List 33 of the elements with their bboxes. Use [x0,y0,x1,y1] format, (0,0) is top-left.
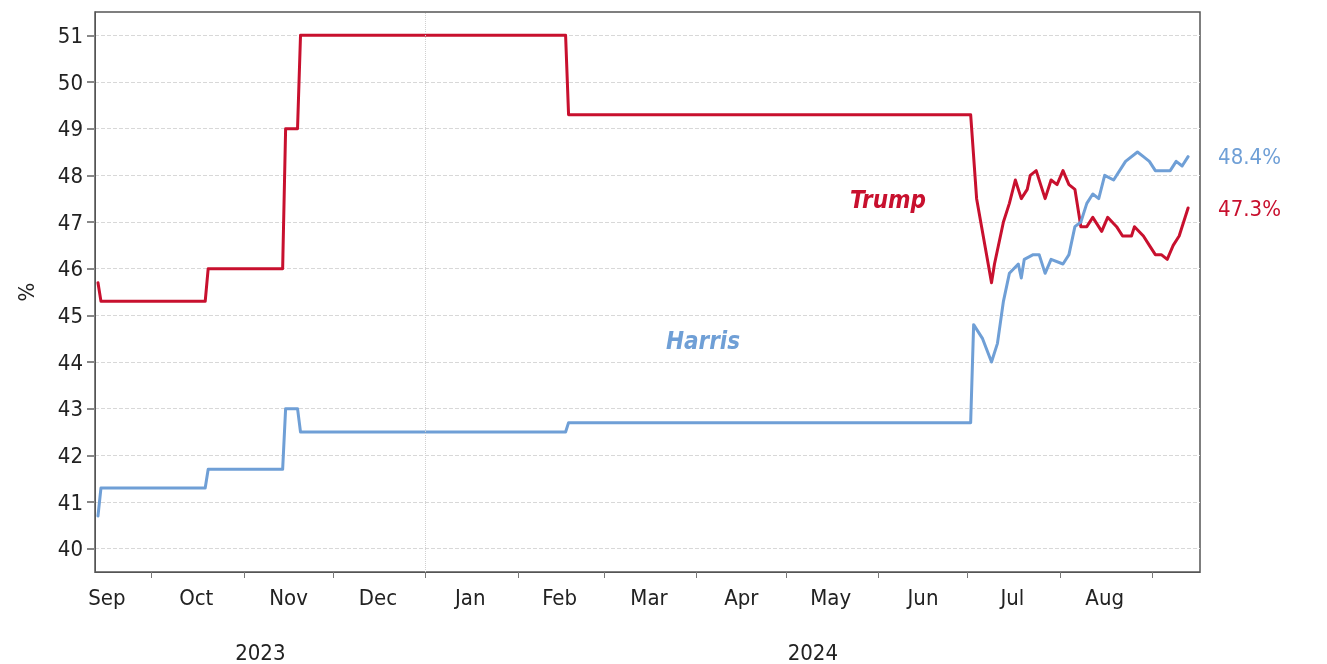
x-tick-label: May [810,584,852,610]
x-tick-label: Jun [905,584,939,610]
y-tick-label: 42 [57,442,83,468]
y-tick-label: 49 [57,116,83,142]
x-tick-label: Sep [88,584,126,610]
y-tick-label: 51 [57,22,83,48]
y-tick-label: 45 [57,302,83,328]
line-series [96,33,1190,303]
data-label: 48.4% [1218,144,1281,170]
x-tick-label: Feb [542,584,578,610]
x-tick-label: Mar [630,584,669,610]
y-tick-label: 43 [57,396,83,422]
x-tick-label: Aug [1085,584,1125,610]
line-series [96,150,1190,518]
x-tick-label: Dec [358,584,398,610]
y-tick-label: 48 [57,162,83,188]
x-tick-label: Nov [269,584,309,610]
x-tick-label: Jan [453,584,486,610]
y-tick-label: 40 [57,536,83,562]
data-label: 47.3% [1218,195,1281,221]
text: Harris [665,327,741,355]
x-tick-label: Apr [724,584,760,610]
y-tick-label: 46 [57,256,83,282]
y-tick-label: 44 [57,349,83,375]
y-tick-label: 47 [57,209,83,235]
y-tick-label: 50 [57,69,83,95]
x-tick-label: Jul [998,584,1025,610]
y-axis-title: % [13,282,39,302]
x-tick-label: Oct [179,584,214,610]
text: Trump [849,186,927,214]
text: 2024 [787,639,838,664]
y-tick-label: 41 [57,489,83,515]
text: 2023 [235,639,286,664]
